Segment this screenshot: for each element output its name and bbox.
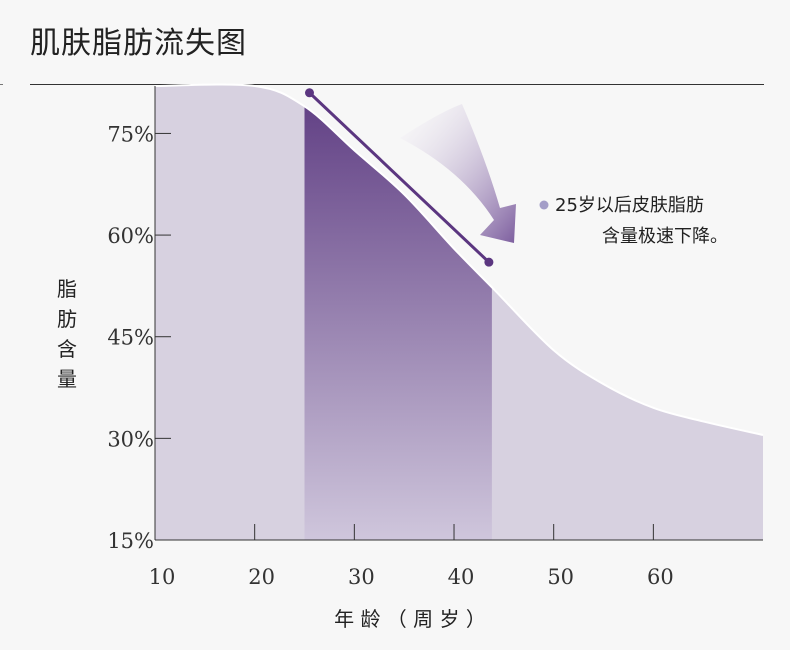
y-tick-label: 30%: [107, 427, 154, 451]
area-curve: [154, 83, 764, 436]
y-axis-title-char: 脂: [57, 277, 77, 301]
x-ticks: 10 20 30 40 50 60: [149, 524, 674, 589]
annotation-line-2: 含量极速下降。: [602, 226, 728, 247]
page-title: 肌肤脂肪流失图: [30, 26, 247, 61]
annotation-bullet: [539, 200, 549, 210]
x-tick-label: 40: [448, 565, 475, 589]
trend-arrow: [400, 104, 516, 243]
x-tick-label: 60: [647, 565, 674, 589]
annotation-line-1: 25岁以后皮肤脂肪: [555, 195, 704, 216]
y-tick-label: 75%: [107, 122, 154, 146]
x-tick-label: 50: [547, 565, 574, 589]
y-tick-label: 60%: [107, 224, 154, 248]
y-axis-title-char: 含: [57, 337, 77, 361]
x-tick-label: 30: [348, 565, 375, 589]
trend-end-point: [484, 257, 494, 267]
y-axis-title-char: 肪: [57, 307, 77, 331]
title-divider: [30, 84, 764, 85]
x-tick-label: 20: [248, 565, 275, 589]
edge-mark: [0, 84, 3, 85]
y-ticks: 15% 30% 45% 60% 75%: [107, 122, 171, 553]
y-tick-label: 15%: [107, 529, 154, 553]
x-axis-title: 年 龄 （ 周 岁 ）: [334, 607, 486, 631]
x-tick-label: 10: [149, 565, 176, 589]
trend-start-point: [304, 88, 314, 98]
y-tick-label: 45%: [107, 326, 154, 350]
y-axis-title-char: 量: [57, 367, 77, 391]
trend-line: [308, 91, 490, 264]
